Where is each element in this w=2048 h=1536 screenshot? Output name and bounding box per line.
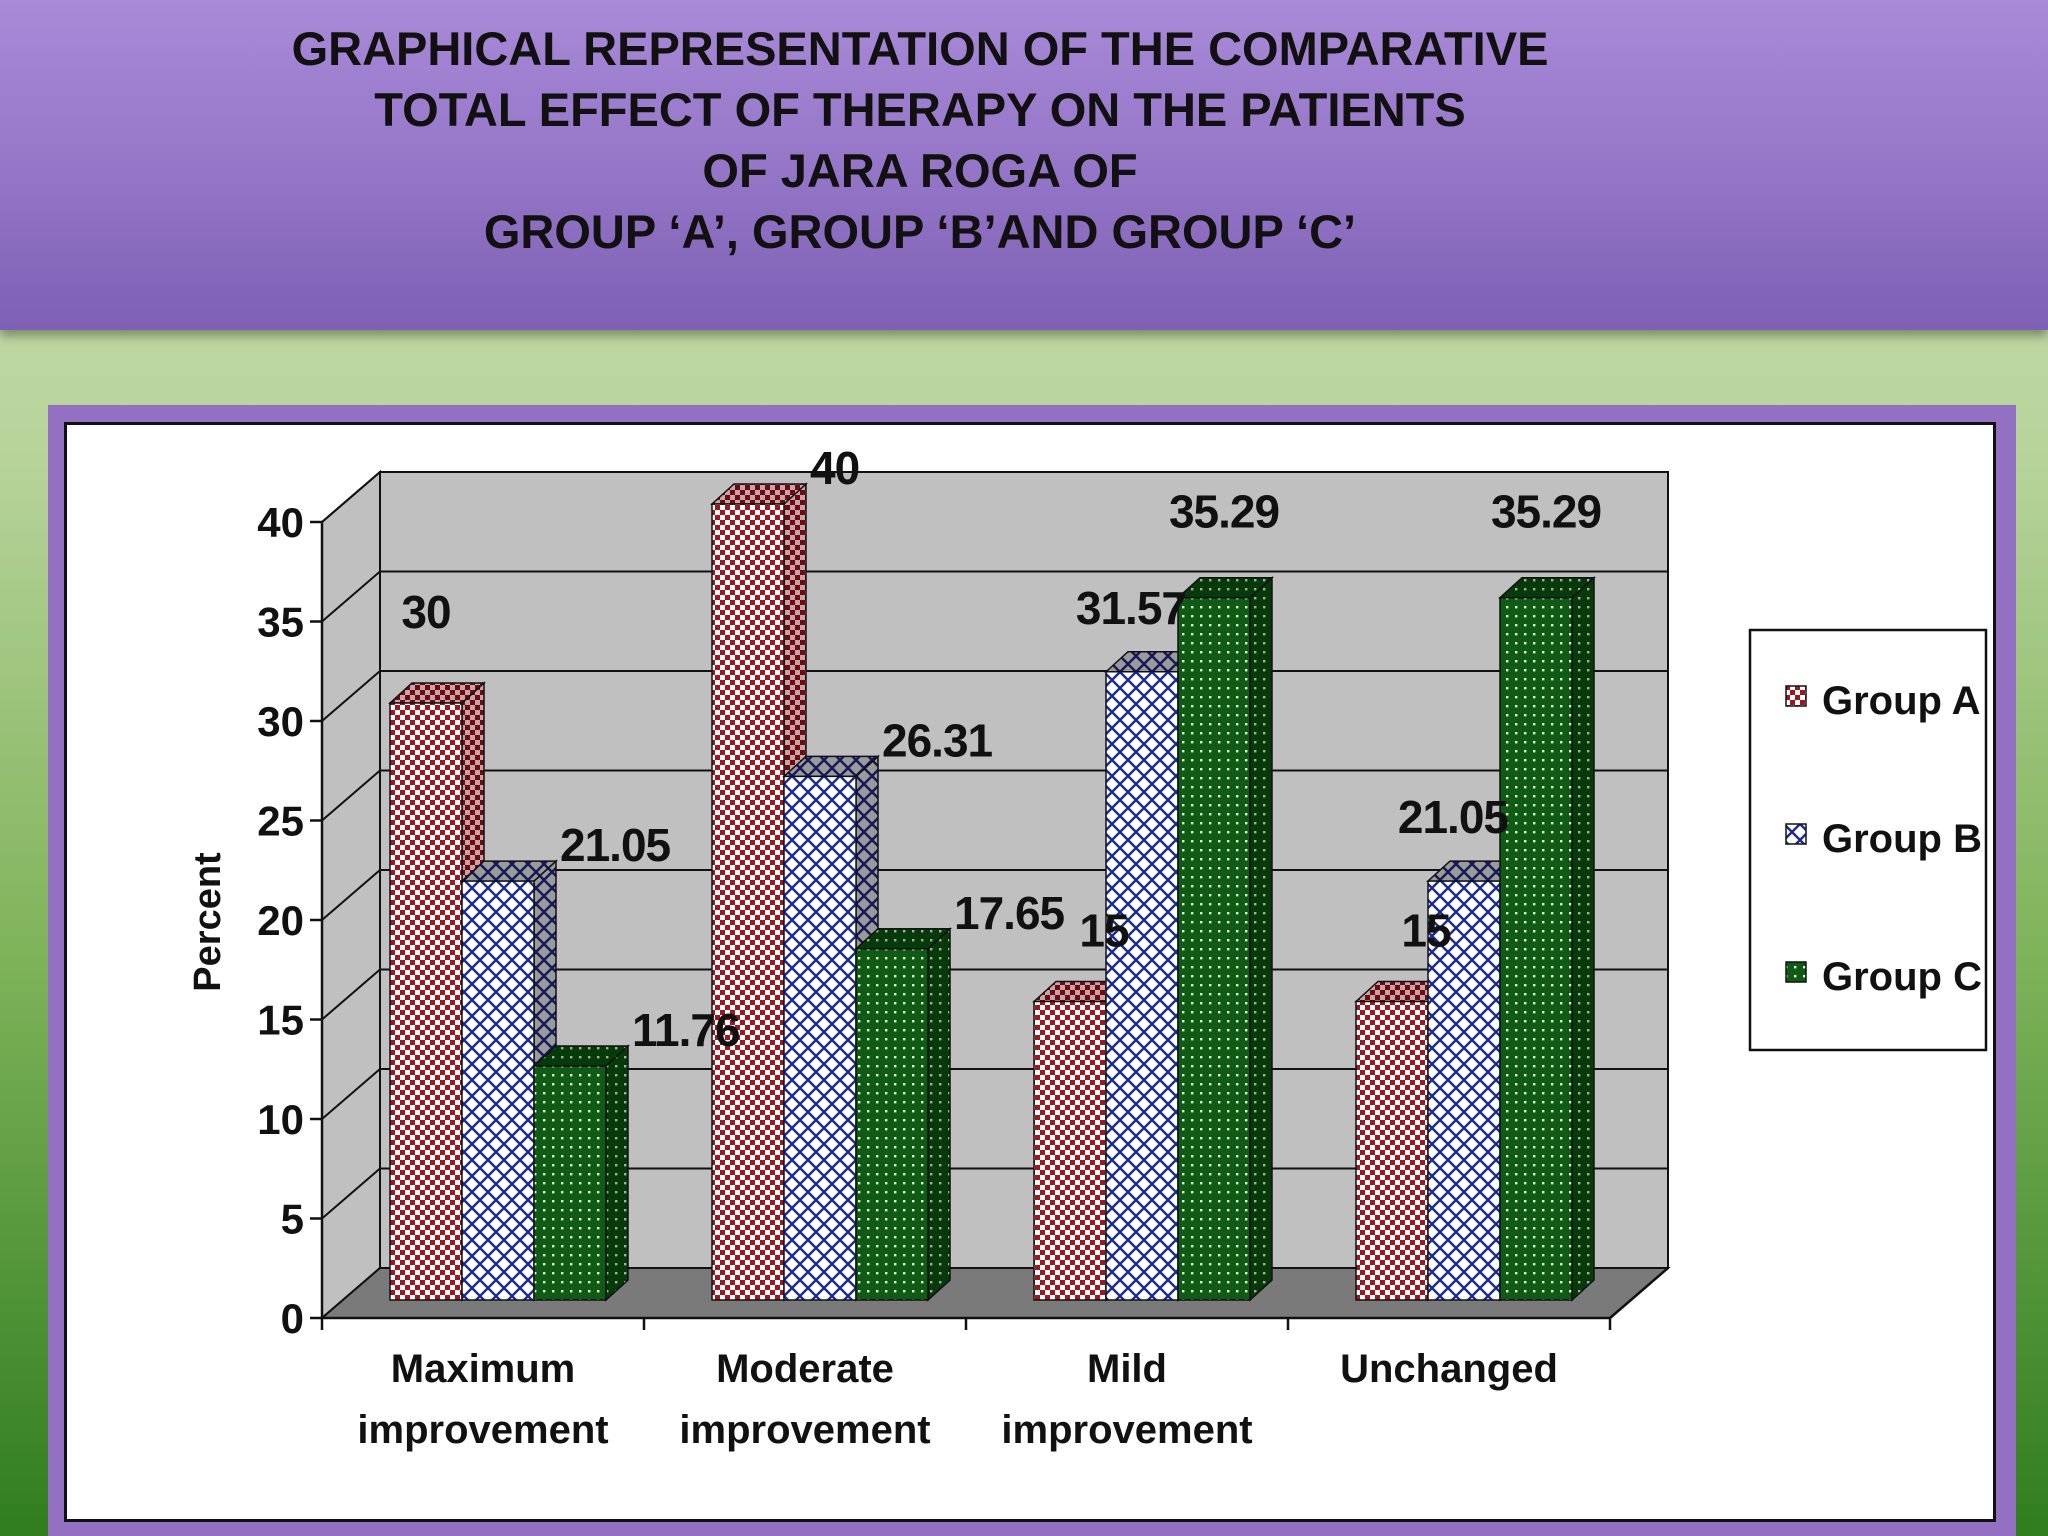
bar xyxy=(532,1044,630,1302)
legend: Group A Group B Group C xyxy=(1748,628,1988,1052)
gridline xyxy=(321,471,1668,523)
legend-label: Group B xyxy=(1822,817,1982,861)
y-tick-label: 30 xyxy=(257,698,304,745)
value-label: 21.05 xyxy=(560,819,671,871)
y-tick-label: 0 xyxy=(281,1295,304,1342)
x-category-label-line: improvement xyxy=(357,1408,608,1452)
gridline xyxy=(321,570,1668,623)
y-tick-label: 35 xyxy=(257,599,304,646)
y-axis-title: Percent xyxy=(187,852,229,992)
legend-swatch xyxy=(1785,961,1807,983)
x-category-label-line: improvement xyxy=(679,1408,930,1452)
value-label: 35.29 xyxy=(1491,486,1601,538)
x-category-label: Moderate improvement xyxy=(679,1347,930,1452)
legend-swatch xyxy=(1785,823,1807,845)
x-axis-depth-line xyxy=(1609,1267,1669,1319)
title-line-4: GROUP ‘A’, GROUP ‘B’AND GROUP ‘C’ xyxy=(483,205,1357,258)
x-category-label: Unchanged xyxy=(1340,1347,1558,1391)
title-line-2: TOTAL EFFECT OF THERAPY ON THE PATIENTS xyxy=(374,83,1466,136)
legend-item: Group C xyxy=(1785,955,1982,999)
title-banner: GRAPHICAL REPRESENTATION OF THE COMPARAT… xyxy=(0,0,2048,330)
value-label: 11.76 xyxy=(632,1004,740,1056)
value-label: 21.05 xyxy=(1398,791,1509,843)
value-label: 30 xyxy=(401,586,450,638)
legend-item: Group B xyxy=(1785,817,1982,861)
bar xyxy=(854,927,952,1302)
gridline xyxy=(321,670,1668,722)
legend-label: Group A xyxy=(1822,679,1981,723)
y-tick-label: 10 xyxy=(257,1096,304,1143)
value-label: 17.65 xyxy=(954,887,1065,939)
value-label: 15 xyxy=(1401,905,1451,957)
x-category-label-line: Unchanged xyxy=(1340,1347,1558,1391)
x-category-label-line: improvement xyxy=(1001,1408,1252,1452)
value-label: 15 xyxy=(1079,905,1129,957)
value-label: 26.31 xyxy=(882,714,993,766)
legend-swatch xyxy=(1785,685,1807,707)
x-category-label: Maximum improvement xyxy=(357,1347,608,1452)
y-tick-label: 5 xyxy=(281,1196,304,1243)
x-category-label-line: Moderate xyxy=(716,1347,894,1391)
y-tick-label: 40 xyxy=(257,499,304,546)
bars xyxy=(388,482,1596,1302)
gridline xyxy=(321,769,1668,822)
slide-title: GRAPHICAL REPRESENTATION OF THE COMPARAT… xyxy=(180,18,1660,262)
value-labels: 30 21.05 11.76 40 26.31 17.65 15 31.57 35.29 15 21… xyxy=(401,442,1602,1056)
y-tick-label: 20 xyxy=(257,897,304,944)
value-label: 40 xyxy=(810,442,859,494)
x-category-label: Mild improvement xyxy=(1001,1347,1252,1452)
y-tick-label: 15 xyxy=(257,997,304,1044)
legend-label: Group C xyxy=(1822,955,1982,999)
title-line-1: GRAPHICAL REPRESENTATION OF THE COMPARAT… xyxy=(291,22,1549,75)
value-label: 35.29 xyxy=(1169,486,1279,538)
value-label: 31.57 xyxy=(1076,582,1186,634)
x-category-label-line: Maximum xyxy=(391,1347,576,1391)
bar xyxy=(388,681,486,1302)
bar xyxy=(1498,576,1596,1302)
bar xyxy=(1176,576,1274,1302)
y-axis: 0 5 10 15 20 25 30 35 40 xyxy=(257,499,324,1342)
y-tick-label: 25 xyxy=(257,798,304,845)
legend-item: Group A xyxy=(1785,679,1981,723)
x-category-label-line: Mild xyxy=(1087,1347,1167,1391)
title-line-3: OF JARA ROGA OF xyxy=(702,144,1138,197)
